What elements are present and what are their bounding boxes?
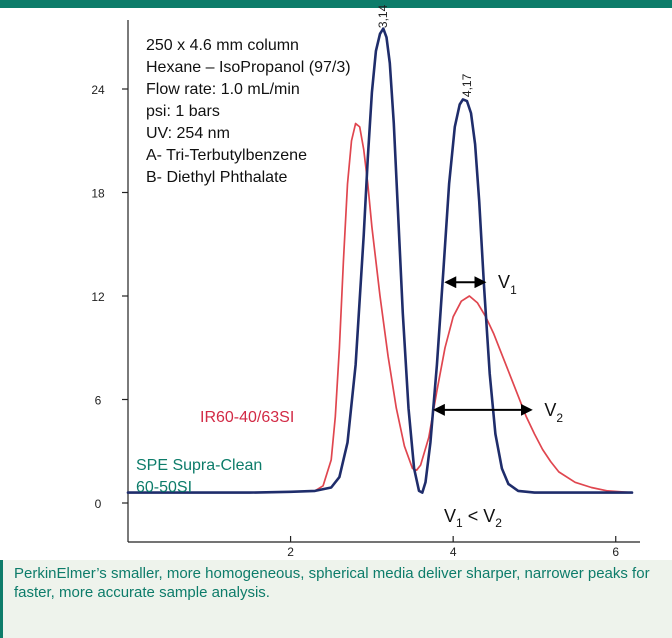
annotation-line: A- Tri-Terbutylbenzene xyxy=(146,147,307,164)
x-tick-label: 2 xyxy=(287,545,294,559)
series-layer xyxy=(126,27,634,494)
annotation-line: Flow rate: 1.0 mL/min xyxy=(146,81,300,98)
series-line-spe-supra-clean xyxy=(126,27,634,494)
y-tick-label: 18 xyxy=(91,187,105,201)
x-tick-label: 4 xyxy=(450,545,457,559)
x-tick-label: 6 xyxy=(612,545,619,559)
series-label-spe-line1: SPE Supra-Clean xyxy=(136,457,262,474)
width-comparison: V1 < V2 xyxy=(444,506,502,530)
accent-top-bar xyxy=(0,0,672,8)
y-tick-label: 6 xyxy=(95,394,102,408)
peak-label: 3,14 xyxy=(376,4,390,28)
peak-label: 4,17 xyxy=(460,73,474,97)
annotation-line: B- Diethyl Phthalate xyxy=(146,169,288,186)
annotation-line: psi: 1 bars xyxy=(146,103,220,120)
width-label: V2 xyxy=(544,400,563,425)
plot-background xyxy=(0,8,672,560)
annotation-line: Hexane – IsoPropanol (97/3) xyxy=(146,59,351,76)
width-label: V1 xyxy=(498,272,517,297)
series-label-spe-line2: 60-50SI xyxy=(136,479,192,496)
figure-caption: PerkinElmer’s smaller, more homogeneous,… xyxy=(14,565,650,601)
annotation-layer: 3,14 4,17 V1 V2 xyxy=(376,4,563,424)
y-tick-label: 0 xyxy=(95,497,102,511)
annotation-line: 250 x 4.6 mm column xyxy=(146,37,299,54)
series-label-ir60: IR60-40/63SI xyxy=(200,409,294,426)
annotation-line: UV: 254 nm xyxy=(146,125,230,142)
y-tick-label: 12 xyxy=(91,290,105,304)
y-tick-label: 24 xyxy=(91,83,105,97)
